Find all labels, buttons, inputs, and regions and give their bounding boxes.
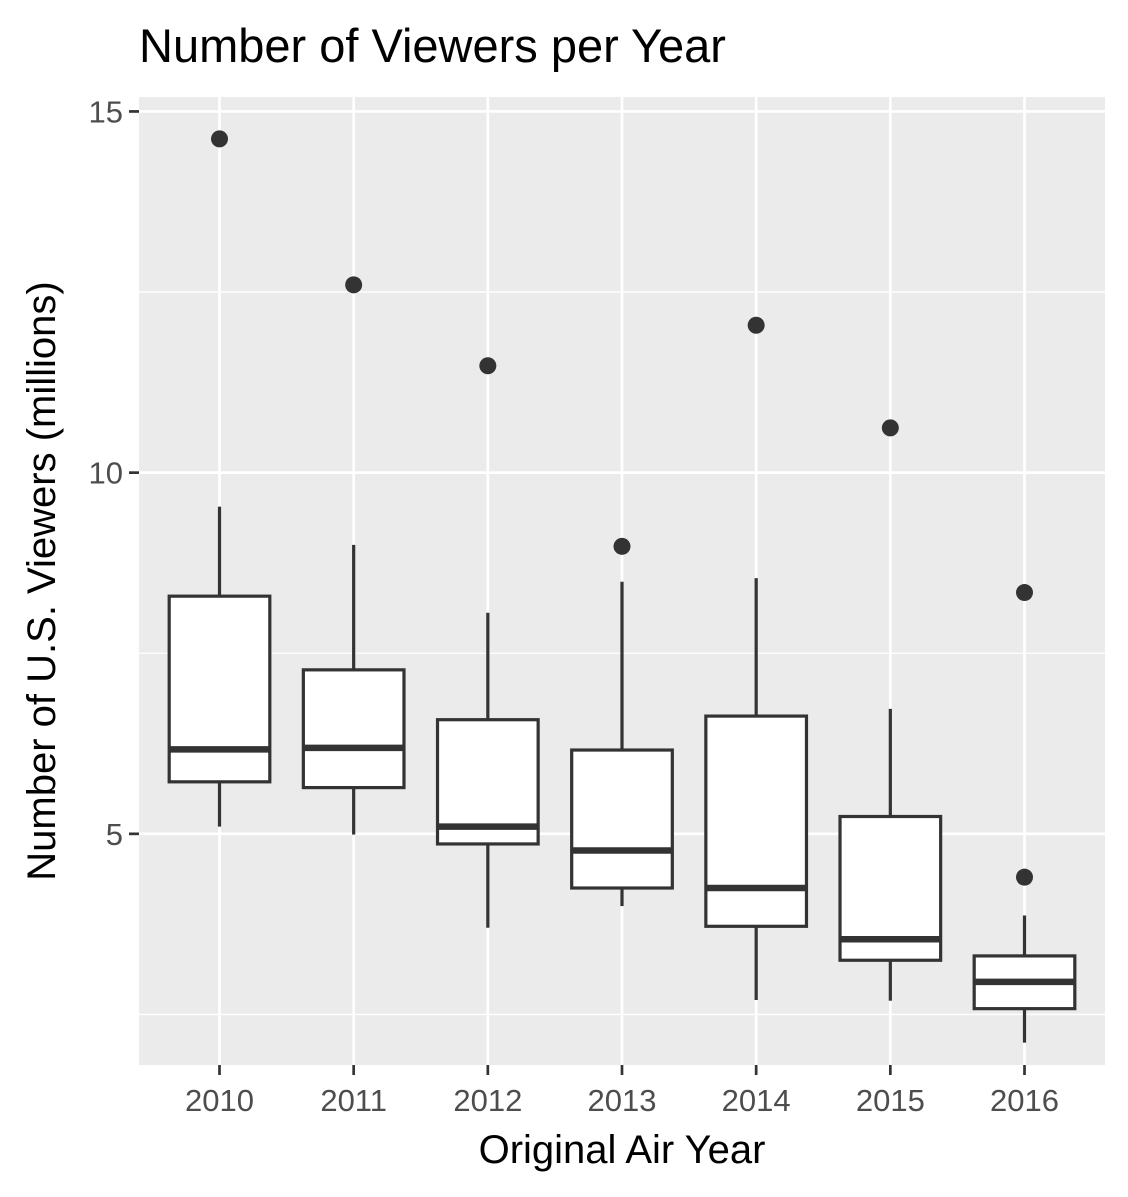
outlier-point bbox=[613, 537, 631, 555]
box-2013 bbox=[570, 537, 674, 907]
chart-title: Number of Viewers per Year bbox=[139, 19, 726, 72]
x-axis: 2010 2011 2012 2013 2014 2015 2016 bbox=[185, 1065, 1059, 1118]
outlier-point bbox=[881, 419, 899, 437]
box-2012 bbox=[435, 357, 540, 928]
box-2016 bbox=[972, 584, 1077, 1043]
y-tick-label: 5 bbox=[106, 817, 123, 852]
x-tick-label: 2010 bbox=[185, 1083, 254, 1118]
outlier-point bbox=[211, 130, 228, 148]
x-axis-label: Original Air Year bbox=[479, 1128, 766, 1172]
y-axis-label: Number of U.S. Viewers (millions) bbox=[20, 281, 64, 880]
box-body bbox=[570, 748, 674, 890]
box-body bbox=[704, 714, 809, 928]
outlier-point bbox=[345, 276, 363, 294]
y-axis: 5 10 15 bbox=[89, 94, 139, 852]
y-tick-label: 15 bbox=[89, 94, 123, 129]
box-2011 bbox=[301, 276, 406, 835]
outlier-point bbox=[1016, 868, 1033, 886]
x-tick-label: 2011 bbox=[320, 1083, 387, 1118]
y-tick-label: 10 bbox=[89, 456, 123, 491]
x-tick-label: 2014 bbox=[722, 1083, 791, 1118]
x-tick-label: 2016 bbox=[990, 1083, 1059, 1118]
outlier-point bbox=[1016, 584, 1033, 602]
boxes-layer bbox=[167, 130, 1077, 1043]
box-body bbox=[301, 668, 406, 790]
x-tick-label: 2013 bbox=[588, 1083, 657, 1118]
outlier-point bbox=[479, 357, 497, 375]
box-2014 bbox=[704, 316, 809, 1000]
box-2010 bbox=[167, 130, 272, 827]
outlier-point bbox=[747, 316, 765, 334]
box-2015 bbox=[838, 419, 943, 1001]
box-body bbox=[435, 718, 540, 846]
x-tick-label: 2012 bbox=[453, 1083, 522, 1118]
x-tick-label: 2015 bbox=[856, 1083, 925, 1118]
box-body bbox=[167, 594, 272, 784]
